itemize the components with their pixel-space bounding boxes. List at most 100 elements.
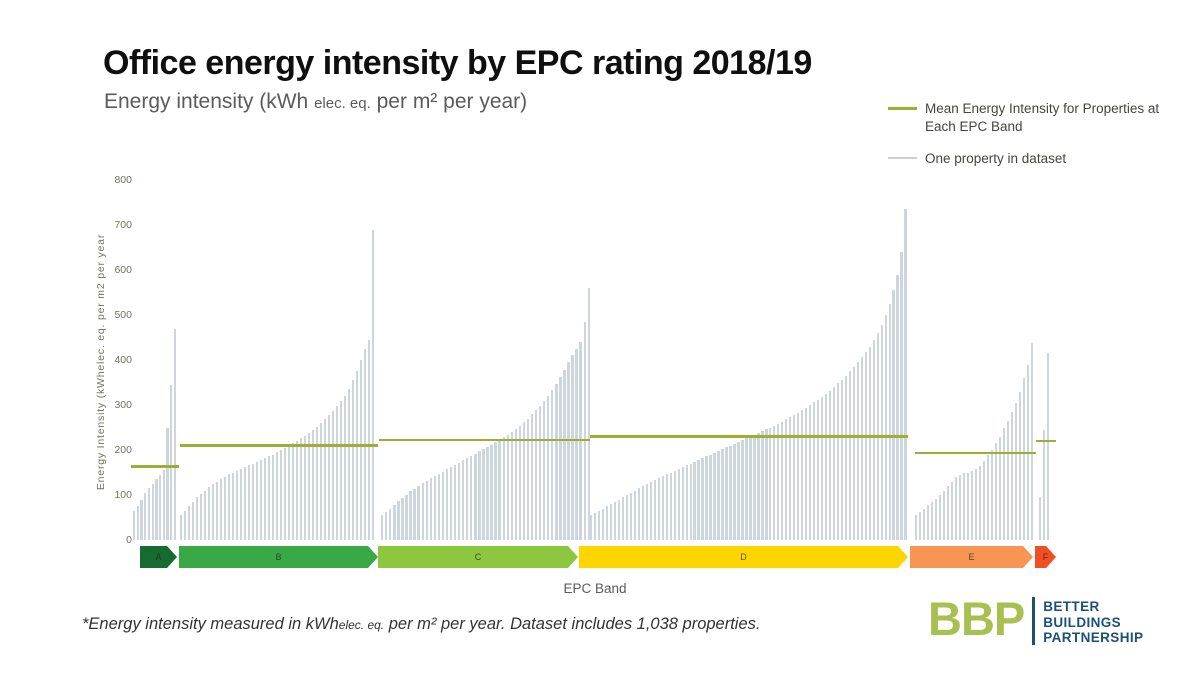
footnote-units-small: elec. eq. bbox=[338, 618, 385, 632]
bbp-logo: BBP BETTER BUILDINGS PARTNERSHIP bbox=[928, 595, 1143, 646]
property-bar bbox=[555, 383, 558, 540]
property-bar bbox=[717, 450, 720, 540]
property-bar bbox=[653, 479, 657, 540]
bbp-logo-divider bbox=[1032, 597, 1036, 645]
property-bar bbox=[864, 351, 867, 540]
property-bar bbox=[939, 495, 942, 540]
bbp-logo-text: BETTER BUILDINGS PARTNERSHIP bbox=[1043, 599, 1143, 646]
property-bar bbox=[800, 410, 804, 540]
property-bar bbox=[256, 461, 259, 540]
property-bar bbox=[200, 493, 203, 540]
footnote-suffix: per m² per year. Dataset includes 1,038 … bbox=[384, 615, 761, 633]
epc-band-arrow-D: D bbox=[579, 546, 908, 568]
property-bar bbox=[605, 506, 609, 540]
property-bar bbox=[641, 486, 645, 540]
property-bar bbox=[405, 494, 408, 540]
property-bar bbox=[729, 445, 732, 540]
property-bar bbox=[856, 362, 860, 540]
property-bar bbox=[685, 465, 688, 540]
property-bar bbox=[904, 209, 907, 540]
property-bar bbox=[765, 429, 768, 540]
property-bar bbox=[733, 443, 736, 540]
property-bar bbox=[534, 410, 538, 540]
property-bar bbox=[220, 478, 223, 540]
property-bar bbox=[173, 328, 177, 540]
property-bar bbox=[482, 449, 485, 540]
property-bar bbox=[348, 389, 351, 540]
property-bar bbox=[1011, 411, 1014, 540]
property-bar bbox=[449, 467, 453, 540]
property-bar bbox=[304, 435, 307, 540]
property-bar bbox=[852, 366, 856, 540]
property-bar bbox=[597, 510, 601, 540]
property-bar bbox=[689, 463, 692, 540]
footnote: *Energy intensity measured in kWhelec. e… bbox=[82, 615, 760, 634]
property-bar bbox=[649, 481, 653, 540]
property-bar bbox=[900, 252, 903, 540]
property-bar bbox=[757, 432, 760, 540]
property-bar bbox=[880, 324, 883, 540]
property-bar bbox=[808, 405, 812, 540]
property-bar bbox=[991, 450, 994, 540]
property-bar bbox=[368, 339, 371, 540]
property-bar bbox=[979, 465, 982, 540]
property-bar bbox=[1007, 420, 1010, 540]
property-bar bbox=[453, 464, 457, 540]
property-bar bbox=[697, 459, 700, 540]
property-bar bbox=[264, 458, 267, 540]
property-bar bbox=[518, 425, 522, 540]
property-bar bbox=[915, 515, 918, 540]
property-bar bbox=[923, 508, 926, 540]
property-bar bbox=[188, 506, 191, 540]
property-bar bbox=[884, 315, 887, 540]
property-bar bbox=[530, 414, 534, 540]
property-bar bbox=[661, 476, 665, 540]
property-bar bbox=[457, 462, 461, 540]
property-bar bbox=[280, 450, 283, 540]
property-bar bbox=[433, 476, 437, 540]
property-bar bbox=[705, 456, 708, 540]
y-tick-label: 700 bbox=[114, 219, 132, 231]
property-bar bbox=[848, 371, 852, 540]
property-bar bbox=[385, 512, 388, 540]
property-bar bbox=[677, 468, 680, 540]
property-bar bbox=[613, 501, 617, 540]
property-bar bbox=[133, 510, 136, 540]
property-bar bbox=[296, 441, 299, 540]
epc-band-arrow-E: E bbox=[910, 546, 1033, 568]
y-tick-label: 300 bbox=[114, 399, 132, 411]
band-mean-line-D bbox=[590, 435, 908, 438]
property-bar bbox=[955, 477, 958, 540]
property-bar bbox=[1047, 353, 1050, 540]
property-bar bbox=[609, 504, 613, 540]
property-bar bbox=[409, 491, 412, 540]
y-tick-label: 100 bbox=[114, 489, 132, 501]
property-bar bbox=[681, 467, 684, 540]
property-bar bbox=[417, 486, 420, 540]
property-bar bbox=[381, 515, 384, 540]
property-bar bbox=[272, 454, 275, 540]
property-bar bbox=[510, 432, 513, 540]
property-bar bbox=[474, 453, 477, 540]
property-bar bbox=[184, 510, 187, 540]
property-bar bbox=[352, 380, 355, 540]
property-bar bbox=[228, 474, 231, 540]
epc-band-arrow-F: F bbox=[1035, 546, 1056, 568]
property-bar bbox=[781, 421, 784, 540]
property-bar bbox=[947, 486, 950, 540]
property-bar bbox=[737, 441, 740, 540]
property-bar bbox=[563, 369, 566, 540]
bbp-logo-line: PARTNERSHIP bbox=[1043, 630, 1144, 645]
property-bar bbox=[490, 444, 493, 540]
y-tick-label: 500 bbox=[114, 309, 132, 321]
property-bar bbox=[151, 483, 154, 540]
property-bar bbox=[820, 396, 824, 540]
property-bar bbox=[769, 427, 772, 540]
property-bar bbox=[844, 375, 848, 540]
property-bar bbox=[931, 501, 934, 540]
property-bar bbox=[180, 515, 183, 540]
property-bar bbox=[260, 459, 263, 540]
property-bar bbox=[590, 515, 593, 540]
epc-band-arrow-C: C bbox=[378, 546, 578, 568]
property-bar bbox=[162, 470, 165, 540]
